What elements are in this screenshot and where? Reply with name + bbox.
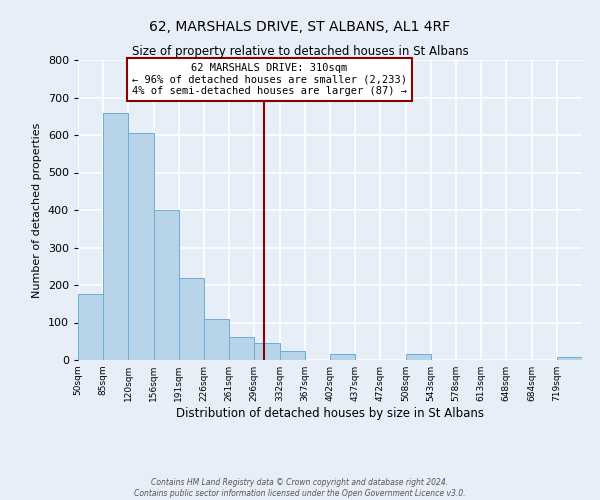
Bar bbox=[406, 354, 431, 360]
Bar bbox=[179, 278, 204, 360]
Bar bbox=[254, 343, 280, 360]
Text: Contains HM Land Registry data © Crown copyright and database right 2024.
Contai: Contains HM Land Registry data © Crown c… bbox=[134, 478, 466, 498]
Bar bbox=[204, 319, 229, 360]
Bar bbox=[78, 294, 103, 360]
Bar bbox=[557, 357, 582, 360]
Bar bbox=[128, 133, 154, 360]
Bar bbox=[280, 350, 305, 360]
X-axis label: Distribution of detached houses by size in St Albans: Distribution of detached houses by size … bbox=[176, 407, 484, 420]
Text: 62, MARSHALS DRIVE, ST ALBANS, AL1 4RF: 62, MARSHALS DRIVE, ST ALBANS, AL1 4RF bbox=[149, 20, 451, 34]
Text: 62 MARSHALS DRIVE: 310sqm
← 96% of detached houses are smaller (2,233)
4% of sem: 62 MARSHALS DRIVE: 310sqm ← 96% of detac… bbox=[132, 63, 407, 96]
Text: Size of property relative to detached houses in St Albans: Size of property relative to detached ho… bbox=[131, 45, 469, 58]
Bar bbox=[103, 112, 128, 360]
Bar bbox=[229, 337, 254, 360]
Y-axis label: Number of detached properties: Number of detached properties bbox=[32, 122, 42, 298]
Bar bbox=[154, 210, 179, 360]
Bar bbox=[330, 354, 355, 360]
